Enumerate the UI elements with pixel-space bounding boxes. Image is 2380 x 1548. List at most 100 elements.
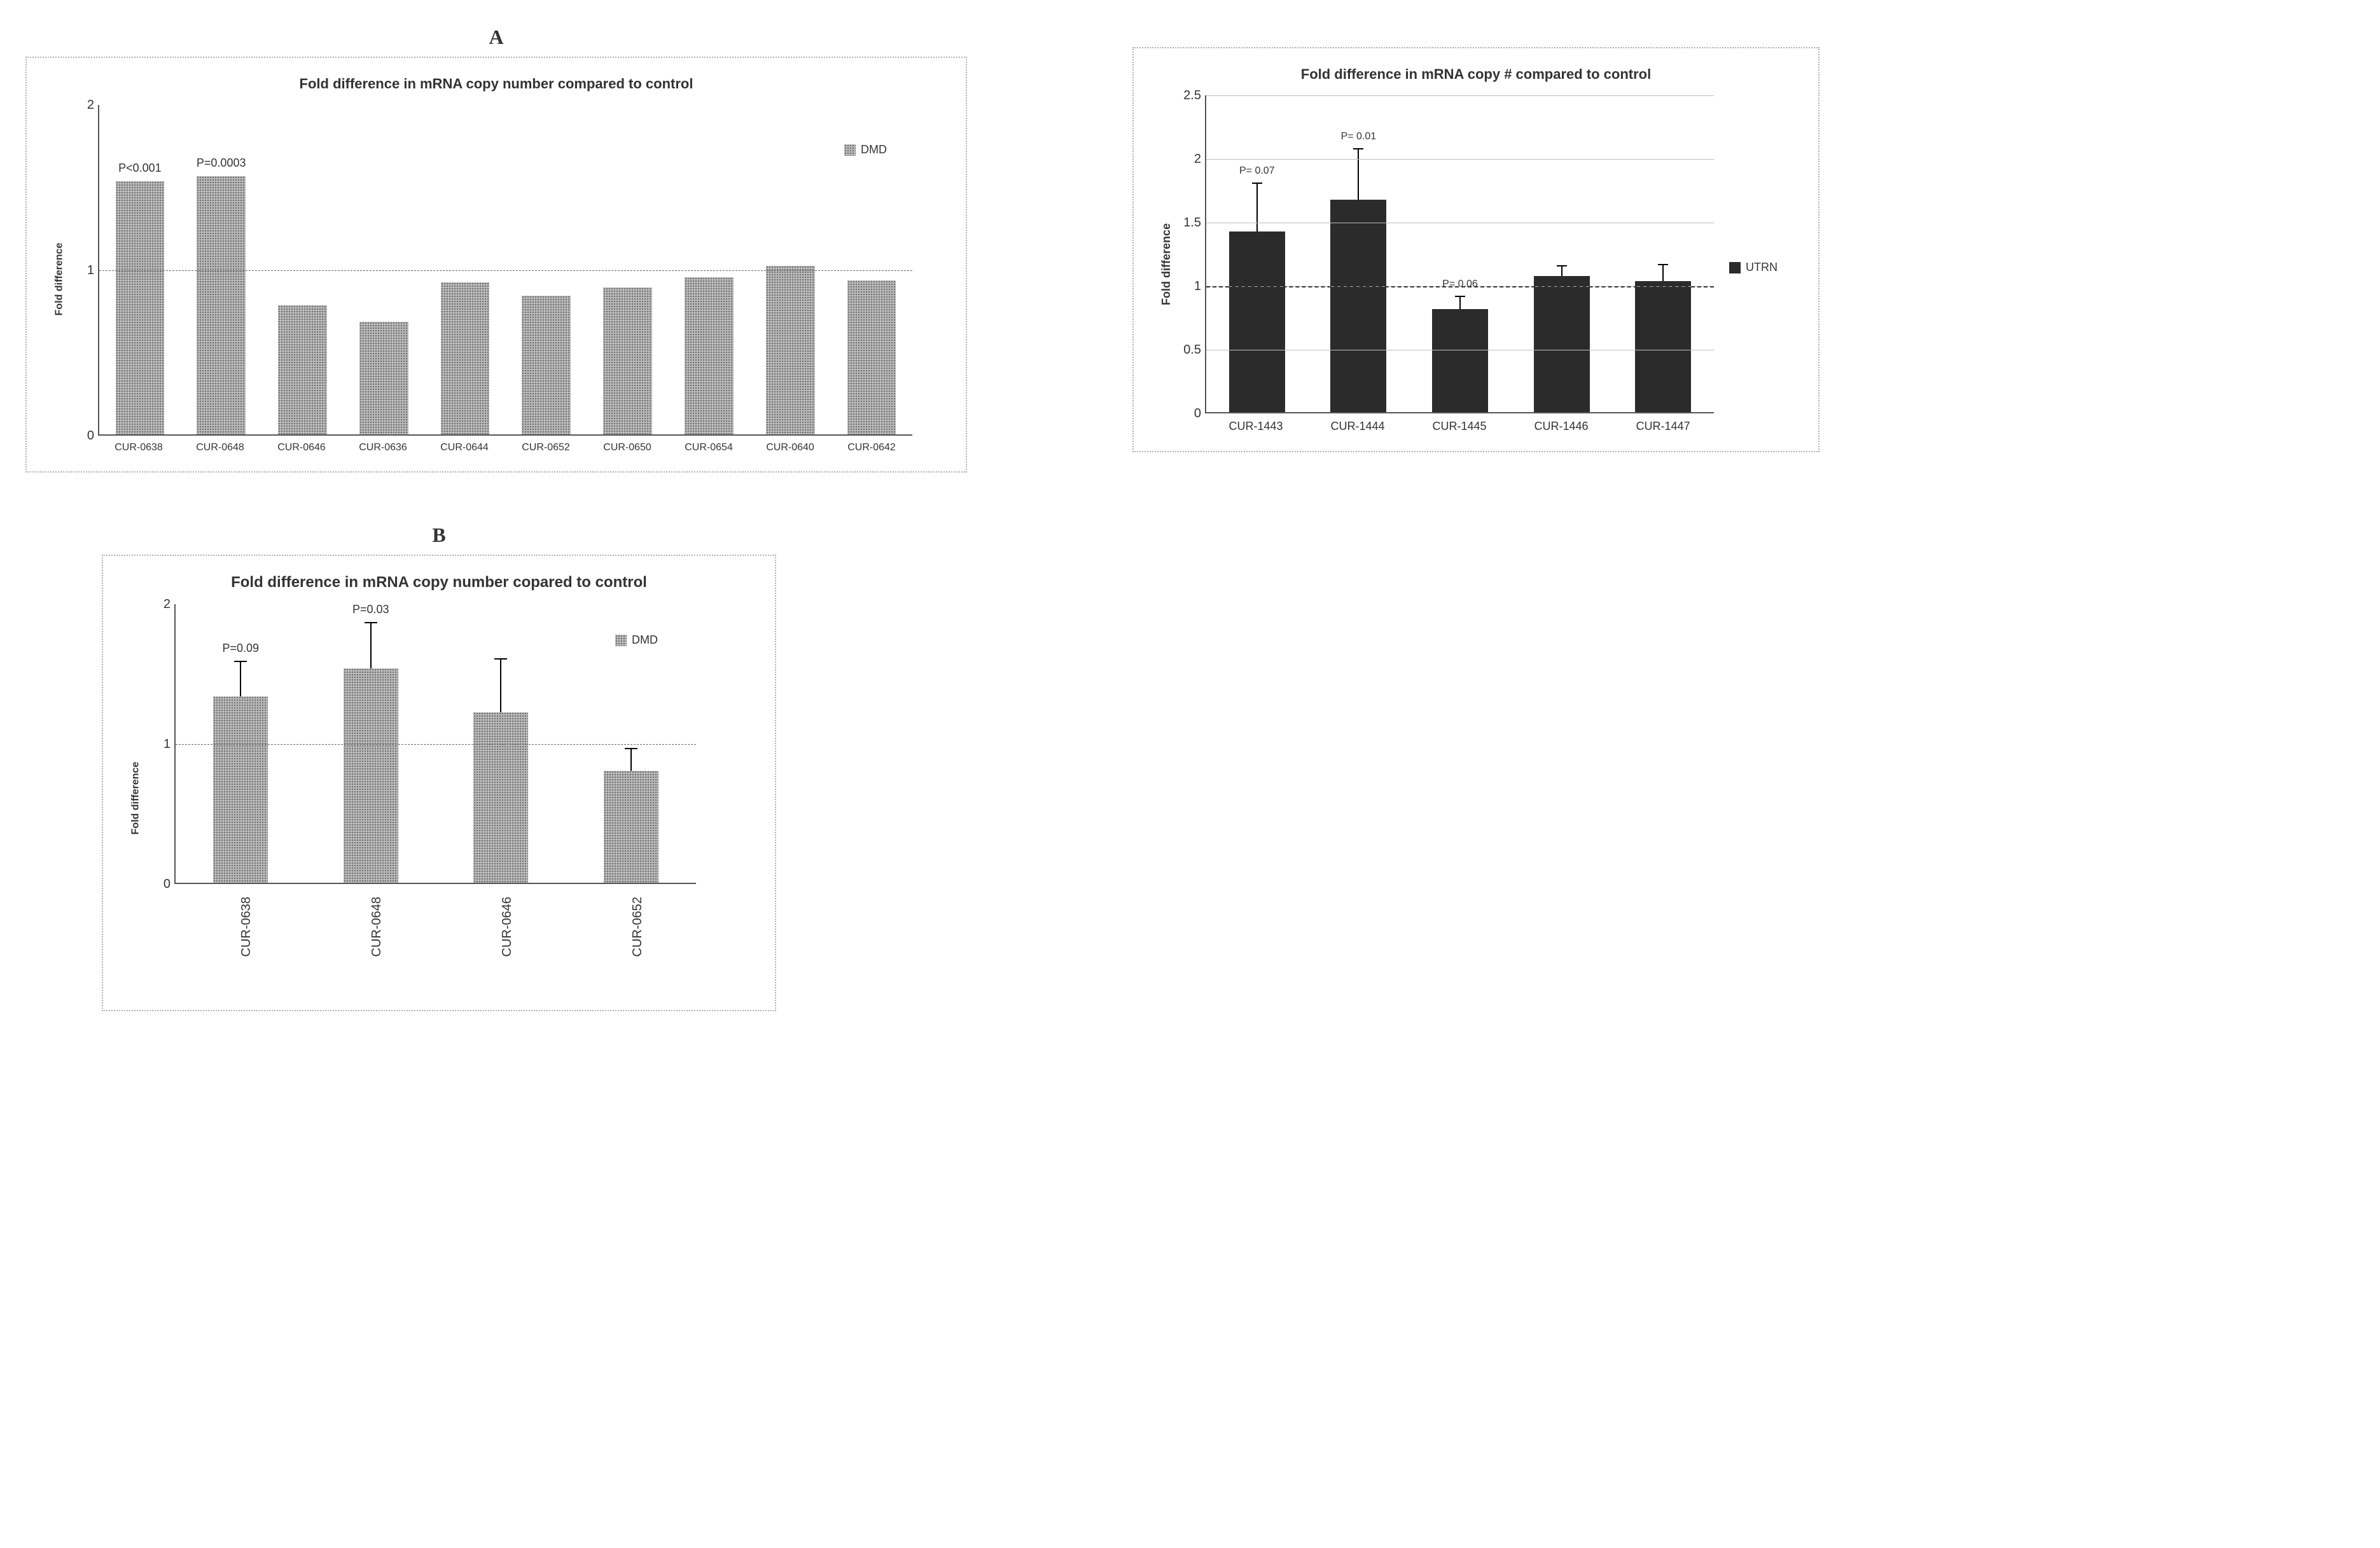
error-bar [630, 749, 632, 771]
bar-slot: P= 0.06 [1409, 95, 1511, 412]
xlabel-slot: CUR-0654 [668, 442, 749, 453]
pvalue-label: P=0.09 [222, 642, 259, 655]
chart-b-frame: Fold difference in mRNA copy number copa… [102, 555, 776, 1011]
xlabel-slot: CUR-0640 [749, 442, 831, 453]
reference-line [1206, 286, 1714, 287]
legend-swatch [844, 144, 856, 156]
panel-a: A Fold difference in mRNA copy number co… [25, 25, 967, 473]
bar [604, 771, 658, 883]
xlabel: CUR-1443 [1228, 420, 1283, 433]
xlabel: CUR-1444 [1330, 420, 1384, 433]
chart-c-ylabel-col: Fold difference [1157, 95, 1176, 433]
xlabel-slot: CUR-1443 [1205, 420, 1307, 433]
error-bar [1358, 149, 1359, 200]
error-cap [365, 622, 377, 623]
bar-slot: P= 0.01 [1308, 95, 1410, 412]
error-cap [625, 748, 637, 749]
legend-label: UTRN [1746, 261, 1778, 274]
error-bar [1459, 296, 1461, 309]
top-row: A Fold difference in mRNA copy number co… [25, 25, 2316, 473]
bar [603, 287, 652, 434]
xlabel: CUR-0636 [359, 442, 407, 453]
xlabel: CUR-1446 [1534, 420, 1588, 433]
chart-a-body: Fold difference 012 P<0.001P=0.0003 DMD … [50, 105, 943, 453]
panel-c: Fold difference in mRNA copy # compared … [1132, 47, 1820, 452]
ytick-label: 2 [87, 99, 94, 111]
chart-c-plot: P= 0.07P= 0.01P= 0.06 UTRN [1205, 95, 1714, 413]
xlabel-slot: CUR-0638 [174, 890, 305, 992]
bar [441, 282, 490, 434]
chart-a-legend: DMD [844, 143, 887, 156]
pvalue-label: P=0.0003 [197, 156, 246, 170]
xlabel: CUR-0652 [630, 897, 726, 957]
xlabel: CUR-0646 [500, 897, 595, 957]
bar [1330, 200, 1386, 412]
chart-b-legend: DMD [615, 633, 658, 647]
xlabel-slot: CUR-1447 [1612, 420, 1714, 433]
bar-slot: P=0.0003 [181, 105, 262, 434]
bar [473, 712, 528, 883]
error-cap [1252, 183, 1262, 184]
chart-c-frame: Fold difference in mRNA copy # compared … [1132, 47, 1820, 452]
xlabel: CUR-1445 [1432, 420, 1486, 433]
chart-b-plot: P=0.09P=0.03 DMD [174, 604, 696, 884]
ytick-label: 2 [1194, 153, 1201, 165]
gridline [99, 270, 912, 271]
chart-b-ylabel-col: Fold difference [126, 604, 145, 992]
chart-a-xlabels: CUR-0638CUR-0648CUR-0646CUR-0636CUR-0644… [98, 442, 912, 453]
ytick-label: 0 [164, 878, 170, 890]
bar [116, 181, 165, 434]
ytick-label: 1 [1194, 280, 1201, 293]
bar-slot [1511, 95, 1613, 412]
chart-c-ylabel: Fold difference [1160, 223, 1173, 305]
bar-slot [262, 105, 344, 434]
chart-a-bars: P<0.001 P=0.0003 [99, 105, 912, 434]
legend-label: DMD [632, 633, 658, 647]
xlabel-slot: CUR-0646 [261, 442, 342, 453]
xlabel: CUR-0646 [277, 442, 326, 453]
pvalue-label: P= 0.07 [1239, 165, 1275, 177]
legend-swatch [1729, 262, 1741, 273]
xlabel: CUR-0650 [603, 442, 651, 453]
error-bar [1256, 183, 1258, 232]
error-cap [1455, 296, 1465, 297]
bar-slot [506, 105, 587, 434]
error-bar [370, 623, 372, 669]
bar-slot: P= 0.07 [1206, 95, 1308, 412]
bar-slot [343, 105, 424, 434]
chart-a-ylabel-col: Fold difference [50, 105, 69, 453]
bar-slot [436, 604, 566, 883]
panel-b-tag: B [432, 523, 445, 547]
error-bar [500, 659, 501, 712]
ytick-label: 0.5 [1183, 343, 1201, 356]
bar [197, 176, 246, 434]
chart-b-plot-col: P=0.09P=0.03 DMD CUR-0638CUR-0648CUR-064… [174, 604, 696, 992]
chart-c-body: Fold difference 00.511.522.5 P= 0.07P= 0… [1157, 95, 1795, 433]
xlabel-slot: CUR-1444 [1307, 420, 1409, 433]
bar-slot: P=0.09 [176, 604, 306, 883]
bar [1229, 232, 1285, 412]
error-cap [234, 661, 247, 662]
bar [685, 277, 734, 434]
bar-slot [669, 105, 750, 434]
error-bar [1561, 266, 1562, 276]
ytick-label: 2.5 [1183, 89, 1201, 102]
ytick-label: 1 [164, 738, 170, 750]
bar [344, 668, 398, 883]
pvalue-label: P= 0.01 [1341, 131, 1377, 142]
error-cap [494, 658, 507, 660]
gridline [1206, 95, 1714, 96]
xlabel-slot: CUR-0650 [587, 442, 668, 453]
xlabel-slot: CUR-0648 [179, 442, 261, 453]
chart-c-bars: P= 0.07 P= 0.01 P= 0.06 [1206, 95, 1714, 412]
ytick-label: 1.5 [1183, 216, 1201, 229]
page: A Fold difference in mRNA copy number co… [25, 25, 2316, 1011]
chart-b-body: Fold difference 012 P=0.09P=0.03 DMD CUR… [126, 604, 752, 992]
error-cap [1658, 264, 1668, 265]
chart-a-frame: Fold difference in mRNA copy number comp… [25, 57, 967, 473]
xlabel: CUR-0640 [766, 442, 814, 453]
bar [213, 696, 268, 883]
xlabel: CUR-0648 [196, 442, 244, 453]
bar-slot: P<0.001 [99, 105, 181, 434]
xlabel-slot: CUR-0638 [98, 442, 179, 453]
